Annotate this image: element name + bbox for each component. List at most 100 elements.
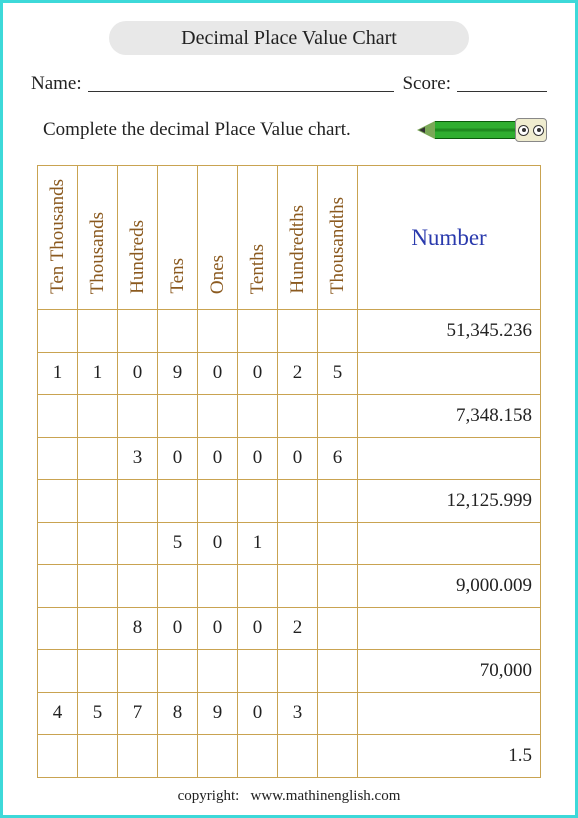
place-value-cell[interactable] — [38, 650, 78, 693]
place-value-cell[interactable]: 0 — [198, 437, 238, 480]
number-cell[interactable]: 9,000.009 — [358, 565, 541, 608]
place-value-cell[interactable] — [38, 607, 78, 650]
number-cell[interactable] — [358, 352, 541, 395]
place-value-cell[interactable]: 0 — [198, 522, 238, 565]
place-value-cell[interactable] — [158, 650, 198, 693]
place-value-cell[interactable] — [318, 607, 358, 650]
place-value-cell[interactable]: 0 — [158, 607, 198, 650]
place-value-cell[interactable]: 1 — [38, 352, 78, 395]
place-value-cell[interactable] — [278, 565, 318, 608]
place-value-cell[interactable] — [78, 310, 118, 353]
place-value-cell[interactable] — [38, 437, 78, 480]
place-value-cell[interactable] — [318, 522, 358, 565]
place-value-cell[interactable] — [318, 310, 358, 353]
place-value-cell[interactable] — [38, 310, 78, 353]
place-value-cell[interactable]: 0 — [198, 352, 238, 395]
place-value-cell[interactable] — [38, 735, 78, 778]
place-value-cell[interactable] — [78, 480, 118, 523]
place-value-cell[interactable] — [118, 565, 158, 608]
place-value-cell[interactable] — [318, 395, 358, 438]
place-value-cell[interactable] — [158, 735, 198, 778]
place-value-cell[interactable] — [118, 650, 158, 693]
number-cell[interactable]: 51,345.236 — [358, 310, 541, 353]
name-input-line[interactable] — [88, 74, 395, 92]
place-value-cell[interactable] — [278, 395, 318, 438]
place-value-cell[interactable] — [118, 522, 158, 565]
place-value-cell[interactable] — [238, 480, 278, 523]
place-value-cell[interactable] — [78, 565, 118, 608]
number-cell[interactable]: 7,348.158 — [358, 395, 541, 438]
number-cell[interactable] — [358, 522, 541, 565]
number-cell[interactable]: 1.5 — [358, 735, 541, 778]
place-value-cell[interactable]: 0 — [238, 437, 278, 480]
place-value-cell[interactable]: 0 — [158, 437, 198, 480]
place-value-cell[interactable]: 0 — [198, 607, 238, 650]
place-value-cell[interactable] — [118, 735, 158, 778]
place-value-cell[interactable]: 5 — [318, 352, 358, 395]
place-value-cell[interactable] — [278, 650, 318, 693]
place-value-cell[interactable] — [158, 480, 198, 523]
place-value-cell[interactable] — [278, 310, 318, 353]
place-value-cell[interactable] — [278, 480, 318, 523]
place-value-cell[interactable]: 0 — [238, 692, 278, 735]
place-value-cell[interactable] — [158, 395, 198, 438]
place-value-cell[interactable]: 0 — [118, 352, 158, 395]
place-value-cell[interactable]: 0 — [278, 437, 318, 480]
place-value-cell[interactable]: 6 — [318, 437, 358, 480]
number-cell[interactable]: 12,125.999 — [358, 480, 541, 523]
place-value-cell[interactable]: 3 — [118, 437, 158, 480]
place-value-cell[interactable] — [158, 310, 198, 353]
place-value-cell[interactable] — [38, 565, 78, 608]
place-value-cell[interactable]: 9 — [158, 352, 198, 395]
place-value-cell[interactable] — [198, 565, 238, 608]
score-input-line[interactable] — [457, 74, 547, 92]
place-value-cell[interactable]: 9 — [198, 692, 238, 735]
place-value-cell[interactable] — [38, 395, 78, 438]
place-value-cell[interactable]: 5 — [78, 692, 118, 735]
place-value-cell[interactable] — [318, 692, 358, 735]
place-value-cell[interactable] — [118, 310, 158, 353]
place-value-cell[interactable] — [198, 395, 238, 438]
place-value-cell[interactable] — [318, 650, 358, 693]
place-value-cell[interactable]: 3 — [278, 692, 318, 735]
place-value-cell[interactable] — [198, 735, 238, 778]
place-value-cell[interactable] — [238, 735, 278, 778]
place-value-cell[interactable] — [158, 565, 198, 608]
number-cell[interactable] — [358, 607, 541, 650]
number-cell[interactable] — [358, 692, 541, 735]
place-value-cell[interactable] — [198, 310, 238, 353]
place-value-cell[interactable] — [238, 650, 278, 693]
place-value-cell[interactable]: 7 — [118, 692, 158, 735]
place-value-cell[interactable]: 1 — [238, 522, 278, 565]
place-value-cell[interactable] — [278, 522, 318, 565]
number-cell[interactable]: 70,000 — [358, 650, 541, 693]
place-value-cell[interactable] — [78, 522, 118, 565]
place-value-cell[interactable] — [38, 522, 78, 565]
place-value-cell[interactable] — [278, 735, 318, 778]
place-value-cell[interactable] — [118, 395, 158, 438]
place-value-cell[interactable]: 0 — [238, 607, 278, 650]
place-value-cell[interactable] — [238, 565, 278, 608]
place-value-cell[interactable]: 8 — [158, 692, 198, 735]
place-value-cell[interactable]: 2 — [278, 352, 318, 395]
place-value-cell[interactable]: 1 — [78, 352, 118, 395]
place-value-cell[interactable] — [318, 735, 358, 778]
place-value-cell[interactable]: 8 — [118, 607, 158, 650]
place-value-cell[interactable]: 4 — [38, 692, 78, 735]
place-value-cell[interactable] — [238, 395, 278, 438]
place-value-cell[interactable]: 0 — [238, 352, 278, 395]
place-value-cell[interactable]: 2 — [278, 607, 318, 650]
place-value-cell[interactable] — [78, 650, 118, 693]
number-cell[interactable] — [358, 437, 541, 480]
place-value-cell[interactable] — [198, 480, 238, 523]
place-value-cell[interactable] — [78, 607, 118, 650]
place-value-cell[interactable] — [318, 565, 358, 608]
place-value-cell[interactable] — [318, 480, 358, 523]
place-value-cell[interactable] — [238, 310, 278, 353]
place-value-cell[interactable] — [78, 437, 118, 480]
place-value-cell[interactable] — [198, 650, 238, 693]
place-value-cell[interactable] — [78, 395, 118, 438]
place-value-cell[interactable]: 5 — [158, 522, 198, 565]
place-value-cell[interactable] — [38, 480, 78, 523]
place-value-cell[interactable] — [118, 480, 158, 523]
